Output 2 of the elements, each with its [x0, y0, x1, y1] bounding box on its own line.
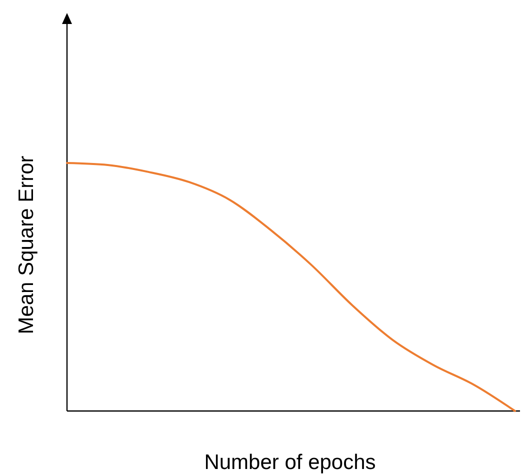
y-axis-title: Mean Square Error [15, 156, 38, 334]
x-axis-title: Number of epochs [204, 451, 376, 474]
